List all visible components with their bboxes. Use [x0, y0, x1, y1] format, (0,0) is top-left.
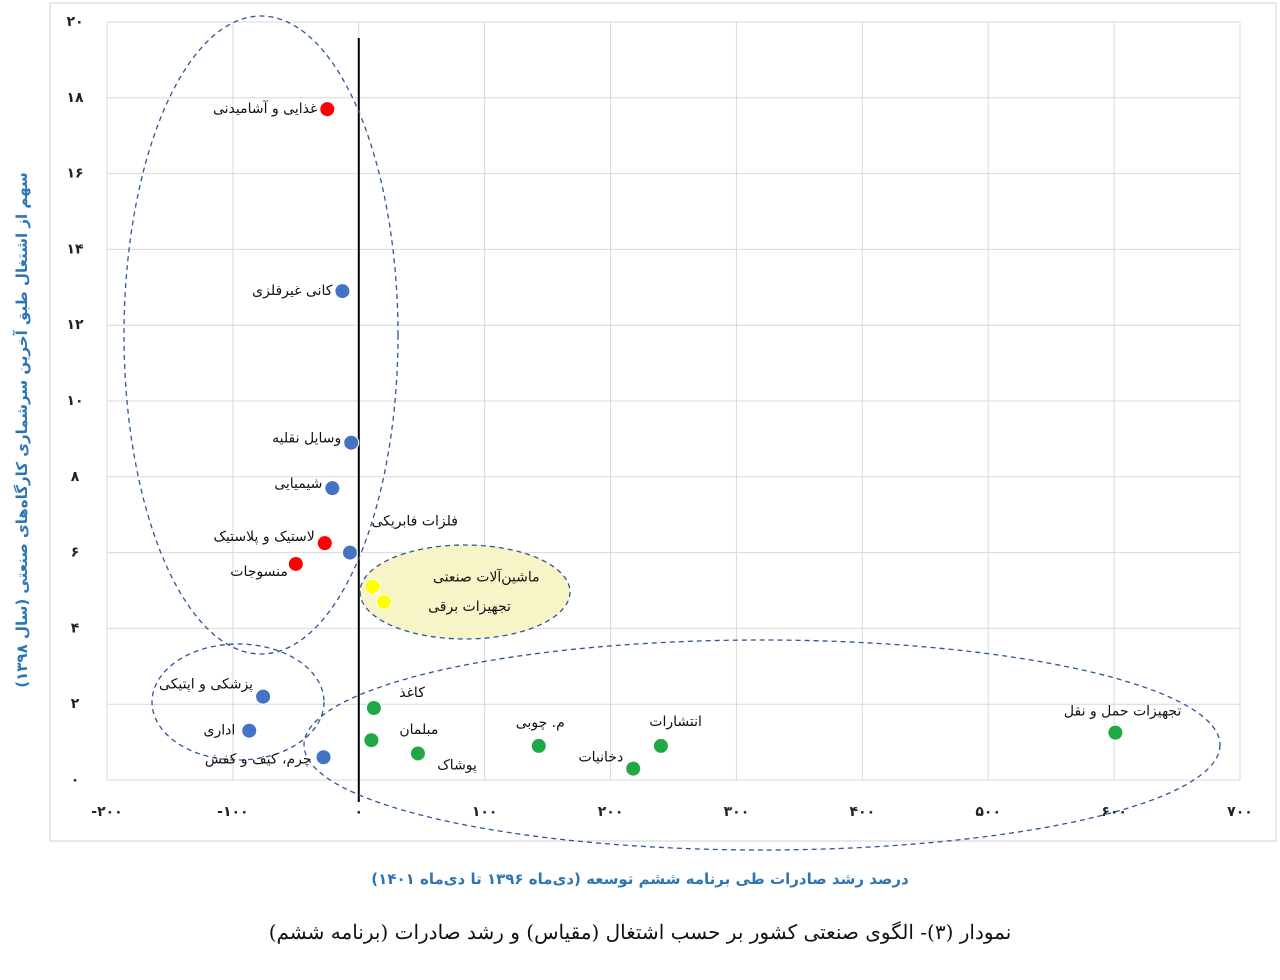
y-tick-label: ۱۲ [66, 317, 84, 333]
y-tick-label: ۲۰ [66, 14, 83, 30]
point [334, 283, 351, 300]
point [530, 737, 547, 754]
point [409, 745, 426, 762]
point-label: کاغذ [399, 685, 425, 701]
point-label: منسوجات [230, 564, 288, 580]
y-tick-label: ۸ [71, 469, 80, 485]
point [652, 737, 669, 754]
point-label: تجهیزات برقی [428, 599, 511, 615]
group-ellipse [303, 639, 1221, 851]
caption: نمودار (۳)- الگوی صنعتی کشور بر حسب اشتغ… [268, 920, 1012, 944]
point-label: شیمیایی [274, 476, 322, 492]
point-label: پوشاک [437, 757, 477, 773]
y-axis-title: سهم از اشتغال طبق آخرین سرشماری کارگاه‌ه… [13, 172, 31, 688]
point [316, 535, 333, 552]
point [315, 749, 332, 766]
x-tick-label: -۱۰۰ [217, 804, 248, 820]
x-axis-title: درصد رشد صادرات طی برنامه ششم توسعه (دی‌… [371, 870, 909, 888]
point [343, 434, 360, 451]
group-ellipse [123, 15, 399, 655]
point [363, 732, 380, 749]
marks: غذایی و آشامیدنی کانی غیرفلزی وسایل نقلیه ش… [159, 100, 1182, 777]
point-label: م. چوبی [516, 715, 565, 731]
y-tick-label: ۱۰ [66, 393, 83, 409]
group-ellipse [359, 544, 571, 640]
y-tick-label: ۲ [71, 696, 80, 712]
point-label: ماشین‌آلات صنعتی [433, 569, 540, 586]
point [319, 101, 336, 118]
point-label: پزشکی و اپتیکی [159, 677, 253, 693]
point [375, 593, 392, 610]
x-tick-label: -۲۰۰ [91, 804, 122, 820]
point [241, 722, 258, 739]
x-tick-label: ۰ [355, 804, 364, 820]
point-label: انتشارات [649, 714, 702, 730]
point-label: غذایی و آشامیدنی [213, 100, 317, 117]
point [625, 760, 642, 777]
point-label: وسایل نقلیه [272, 431, 341, 447]
x-tick-label: ۱۰۰ [472, 804, 498, 820]
point [324, 480, 341, 497]
point-label: چرم، کیف و کفش [205, 751, 312, 767]
y-tick-label: ۶ [71, 545, 80, 561]
x-tick-label: ۴۰۰ [850, 804, 876, 820]
chart: -۲۰۰ -۱۰۰ ۰ ۱۰۰ ۲۰۰ ۳۰۰ ۴۰۰ ۵۰۰ ۶۰۰ ۷۰۰ ۰ ۲ ۴ ۶ ۸ ۱۰ ۱۲ ۱… [49, 2, 1277, 851]
point-label: دخانیات [578, 750, 623, 766]
point-label: کانی غیرفلزی [252, 283, 333, 299]
x-tick-label: ۳۰۰ [724, 804, 750, 820]
group-ellipse [151, 643, 325, 761]
plot-border [49, 2, 1277, 842]
point-label: فلزات فابریکی [372, 514, 458, 530]
y-tick-label: ۱۸ [66, 90, 84, 106]
point [255, 688, 272, 705]
y-tick-label: ۱۴ [66, 241, 84, 257]
y-tick-label: ۱۶ [66, 166, 83, 182]
x-tick-label: ۶۰۰ [1101, 804, 1127, 820]
point-label: لاستیک و پلاستیک [213, 529, 314, 545]
point [287, 555, 304, 572]
point [341, 544, 358, 561]
point [365, 699, 382, 716]
x-tick-label: ۷۰۰ [1227, 804, 1253, 820]
point [1107, 724, 1124, 741]
y-tick-label: ۴ [71, 620, 80, 636]
point-label: مبلمان [399, 722, 438, 738]
point-label: تجهیزات حمل و نقل [1064, 704, 1182, 720]
point-label: اداری [204, 723, 236, 739]
x-tick-label: ۵۰۰ [975, 804, 1001, 820]
x-tick-label: ۲۰۰ [598, 804, 624, 820]
point [364, 578, 381, 595]
y-tick-label: ۰ [71, 772, 80, 788]
grid: -۲۰۰ -۱۰۰ ۰ ۱۰۰ ۲۰۰ ۳۰۰ ۴۰۰ ۵۰۰ ۶۰۰ ۷۰۰ ۰ ۲ ۴ ۶ ۸ ۱۰ ۱۲ ۱… [66, 14, 1252, 820]
